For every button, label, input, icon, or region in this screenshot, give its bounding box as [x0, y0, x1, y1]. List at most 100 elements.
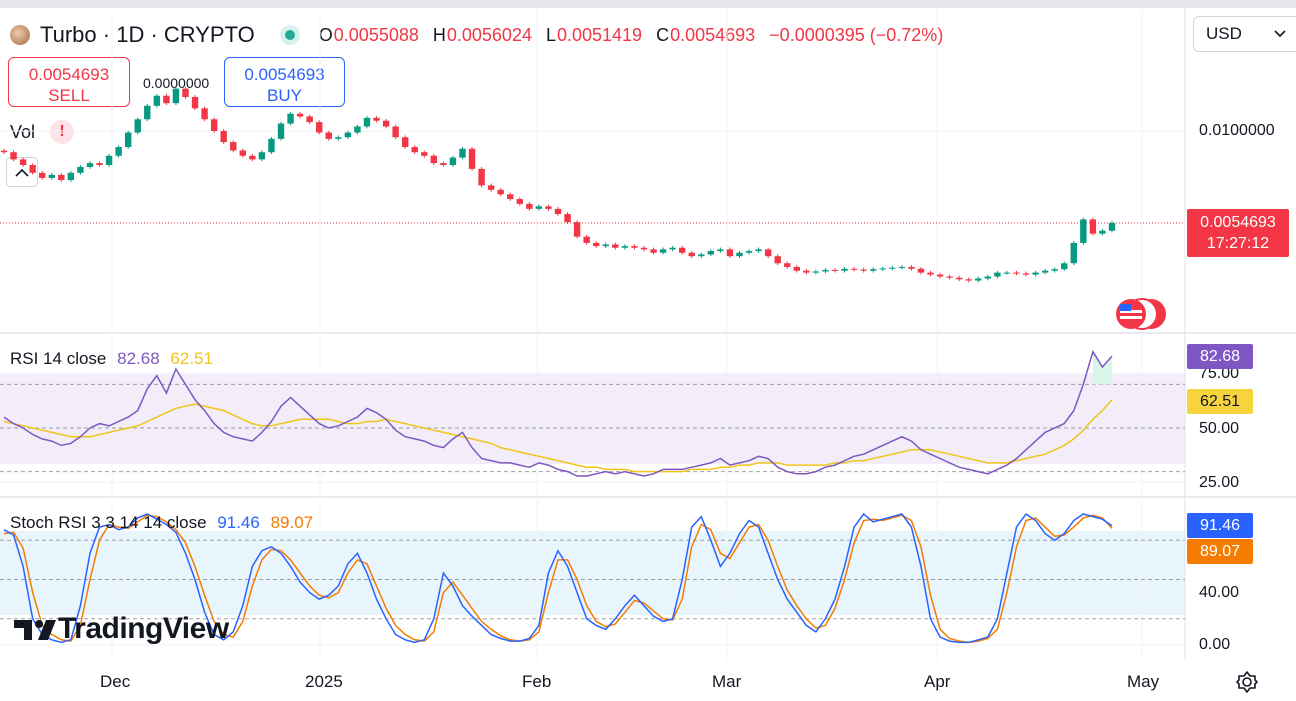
symbol-title[interactable]: Turbo · 1D · CRYPTO: [40, 22, 255, 47]
candle-body: [58, 174, 65, 181]
candle-body: [172, 88, 180, 104]
candle-body: [631, 246, 638, 248]
candle-body: [335, 137, 342, 139]
candle-body: [230, 142, 237, 151]
rsi-band-fill: [0, 374, 1185, 464]
current-price-value: 0.0054693: [1200, 214, 1276, 231]
rsi-tick: 25.00: [1199, 474, 1240, 491]
candle-body: [421, 152, 428, 156]
candle-body: [841, 268, 848, 271]
candle-body: [726, 249, 734, 257]
rsi-ma-legend-value: 62.51: [170, 349, 213, 368]
candle-body: [755, 249, 762, 252]
open-value: 0.0055088: [333, 24, 419, 45]
candle-body: [1108, 222, 1116, 231]
bar-countdown: 17:27:12: [1206, 235, 1270, 252]
candle-body: [497, 189, 504, 195]
candle-body: [554, 208, 562, 215]
candle-body: [449, 157, 457, 166]
stoch-k-line: [3, 512, 1113, 644]
candle-body: [287, 113, 294, 124]
candle-body: [277, 123, 285, 139]
candle-body: [803, 270, 810, 273]
candle-body: [487, 185, 495, 190]
x-axis-label: Feb: [522, 672, 552, 691]
candle-body: [870, 269, 877, 271]
stoch-k-value-badge: 91.46: [1187, 513, 1253, 538]
candle-body: [736, 252, 743, 257]
buy-button[interactable]: 0.0054693 BUY: [224, 57, 345, 107]
stoch-tick: 0.00: [1199, 636, 1231, 653]
candle-body: [850, 268, 858, 270]
x-axis-label: May: [1127, 672, 1160, 691]
candle-body: [373, 117, 380, 121]
candle-body: [39, 172, 46, 178]
candle-body: [659, 249, 667, 253]
spread-value: 0.0000000: [143, 75, 210, 91]
change-value: −0.0000395 (−0.72%): [769, 24, 944, 45]
candle-body: [1013, 272, 1020, 274]
candle-body: [201, 108, 208, 120]
tradingview-wordmark: TradingView: [58, 612, 229, 645]
candle-body: [29, 165, 36, 173]
candle-body: [593, 242, 600, 247]
candle-body: [105, 155, 113, 166]
candle-body: [1032, 272, 1039, 275]
candle-body: [239, 150, 246, 156]
candle-body: [440, 163, 447, 166]
candle-body: [430, 155, 438, 164]
currency-select[interactable]: USD: [1193, 16, 1296, 52]
buy-label: BUY: [267, 86, 302, 105]
candle-body: [1022, 273, 1030, 275]
candle-body: [784, 263, 791, 267]
rsi-legend[interactable]: RSI 14 close 82.68 62.51: [10, 349, 213, 369]
stoch-d-legend-value: 89.07: [270, 513, 314, 532]
currency-label: USD: [1206, 24, 1242, 43]
candle-body: [793, 266, 800, 271]
market-status-dot-icon: [284, 30, 295, 40]
candle-body: [678, 247, 686, 253]
candle-body: [545, 206, 552, 209]
candle-body: [688, 252, 695, 257]
buy-price: 0.0054693: [244, 65, 325, 84]
candle-body: [946, 276, 953, 278]
candle-body: [144, 105, 151, 120]
candle-body: [889, 267, 896, 269]
candle-body: [86, 163, 94, 167]
candle-body: [67, 172, 75, 181]
candle-body: [516, 199, 523, 204]
candle-body: [927, 272, 934, 275]
candle-body: [344, 132, 352, 138]
candle-body: [1080, 219, 1087, 243]
chevron-up-icon: [15, 168, 29, 177]
tradingview-logo[interactable]: TradingView: [12, 612, 229, 646]
candle-body: [965, 279, 972, 281]
sell-price: 0.0054693: [28, 65, 110, 84]
x-axis-label: Mar: [712, 672, 742, 691]
stoch-tick: 40.00: [1199, 584, 1240, 601]
volume-label[interactable]: Vol: [10, 122, 36, 142]
us-flag-events-icon[interactable]: [1115, 298, 1169, 330]
candle-body: [325, 132, 332, 139]
stoch-legend[interactable]: Stoch RSI 3 3 14 14 close 91.46 89.07: [10, 513, 313, 533]
candle-body: [860, 269, 867, 271]
candle-body: [1041, 270, 1049, 273]
x-axis-label: Apr: [924, 672, 951, 691]
high-value: 0.0056024: [446, 24, 532, 45]
settings-gear-icon[interactable]: [1236, 671, 1258, 693]
sell-button[interactable]: 0.0054693 SELL: [8, 57, 130, 107]
candle-body: [210, 119, 218, 131]
candle-body: [459, 148, 466, 158]
candle-body: [124, 132, 132, 148]
stoch-d-line: [3, 514, 1113, 644]
rsi-tick: 75.00: [1199, 365, 1240, 382]
x-axis-label: 2025: [305, 672, 343, 691]
current-price-tag: 0.0054693 17:27:12: [1187, 209, 1289, 257]
candle-body: [564, 214, 571, 223]
candle-body: [468, 148, 476, 169]
candle-body: [1051, 269, 1058, 271]
rsi-line: [3, 349, 1113, 477]
candle-body: [10, 152, 17, 160]
price-tick: 0.0100000: [1199, 122, 1275, 139]
